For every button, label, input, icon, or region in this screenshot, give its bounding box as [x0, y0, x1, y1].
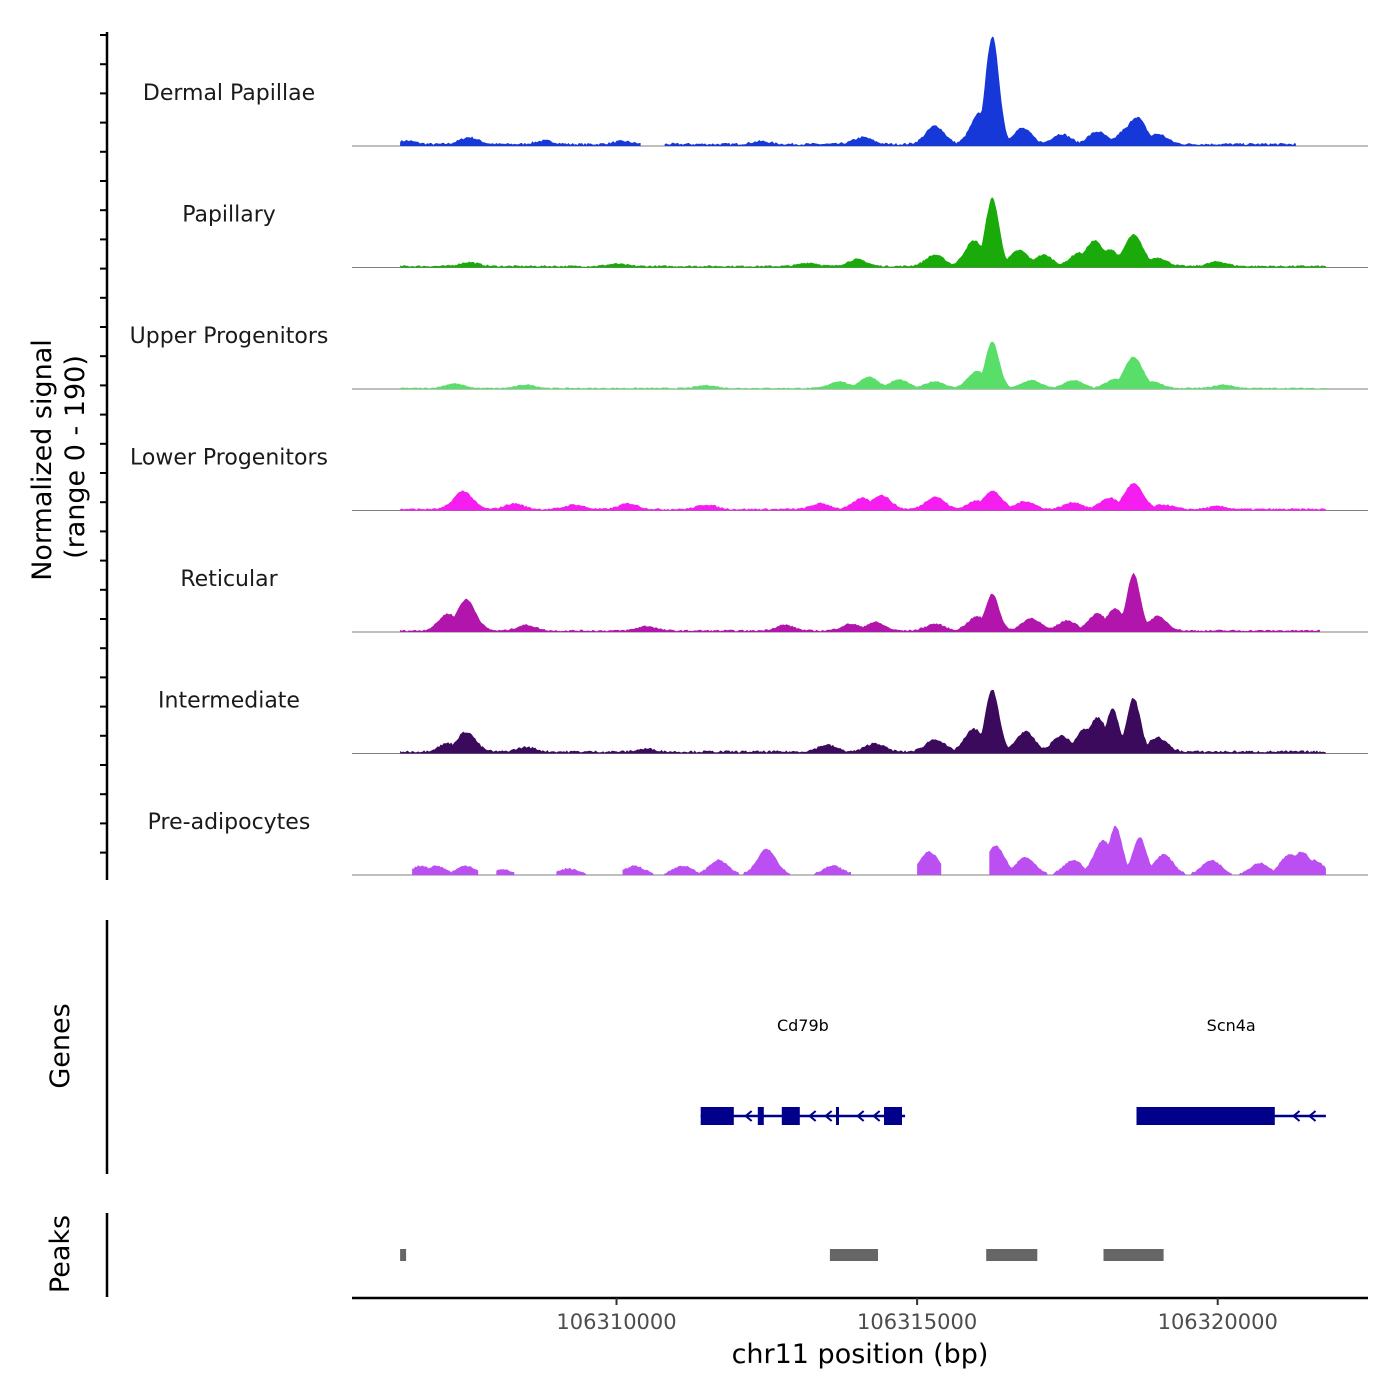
y-axis-title-line2: (range 0 - 190)	[60, 355, 91, 559]
gene-track: Cd79b Scn4a	[700, 1016, 1326, 1125]
signal-area	[412, 865, 479, 875]
signal-area	[989, 825, 1326, 875]
peak-region	[400, 1249, 407, 1261]
strand-arrow	[1307, 1110, 1317, 1122]
track-papillary: Papillary	[182, 197, 1368, 268]
track-label: Intermediate	[158, 689, 300, 714]
signal-area	[400, 572, 1320, 632]
x-axis-title: chr11 position (bp)	[732, 1339, 989, 1370]
track-label: Papillary	[182, 203, 276, 228]
signal-area	[917, 850, 942, 875]
peak-region	[1103, 1249, 1164, 1261]
gene-label: Scn4a	[1207, 1016, 1256, 1035]
strand-arrow	[1291, 1110, 1301, 1122]
track-reticular: Reticular	[180, 567, 1368, 633]
signal-area	[400, 197, 1326, 268]
track-label: Dermal Papillae	[143, 81, 315, 106]
track-lower-progenitors: Lower Progenitors	[130, 446, 1368, 511]
signal-area	[556, 867, 605, 875]
gene-exon	[1136, 1107, 1275, 1125]
signal-area	[496, 869, 515, 875]
x-axis-ticks: 106310000 106315000 106320000	[556, 1298, 1278, 1334]
signal-area	[400, 483, 1326, 511]
peaks-track-label: Peaks	[45, 1215, 76, 1293]
gene-exon	[700, 1107, 734, 1125]
x-tick-label: 106310000	[556, 1310, 676, 1334]
track-label: Lower Progenitors	[130, 446, 328, 471]
peak-region	[986, 1249, 1038, 1261]
strand-arrow	[856, 1110, 865, 1122]
signal-area	[400, 690, 1326, 754]
track-upper-progenitors: Upper Progenitors	[130, 324, 1368, 390]
gene-scn4a: Scn4a	[1136, 1016, 1326, 1125]
gene-cd79b: Cd79b	[700, 1016, 906, 1125]
signal-area	[664, 36, 1296, 146]
x-tick-label: 106315000	[857, 1310, 977, 1334]
track-label: Upper Progenitors	[130, 324, 329, 349]
strand-arrow	[824, 1110, 833, 1122]
gene-exon	[884, 1107, 902, 1125]
signal-area	[400, 341, 1326, 389]
signal-y-axis-ticks	[100, 34, 107, 854]
x-tick-label: 106320000	[1158, 1310, 1278, 1334]
gene-exon	[836, 1107, 839, 1125]
gene-label: Cd79b	[777, 1016, 829, 1035]
track-dermal-papillae: Dermal Papillae	[143, 36, 1368, 147]
peak-track	[400, 1249, 1164, 1261]
signal-area	[622, 848, 851, 875]
strand-arrow	[808, 1110, 817, 1122]
gene-exon	[781, 1107, 800, 1125]
track-label: Reticular	[180, 567, 278, 592]
track-intermediate: Intermediate	[158, 689, 1368, 754]
signal-tracks: Dermal Papillae Papillary Upper Progenitor…	[130, 36, 1368, 876]
track-label: Pre-adipocytes	[148, 810, 311, 835]
peak-region	[829, 1249, 878, 1261]
genes-track-label: Genes	[45, 1003, 76, 1088]
track-pre-adipocytes: Pre-adipocytes	[148, 810, 1368, 876]
signal-area	[400, 136, 641, 146]
gene-exon	[757, 1107, 764, 1125]
strand-arrow	[744, 1110, 753, 1122]
y-axis-title-line1: Normalized signal	[27, 339, 58, 581]
strand-arrow	[872, 1110, 881, 1122]
